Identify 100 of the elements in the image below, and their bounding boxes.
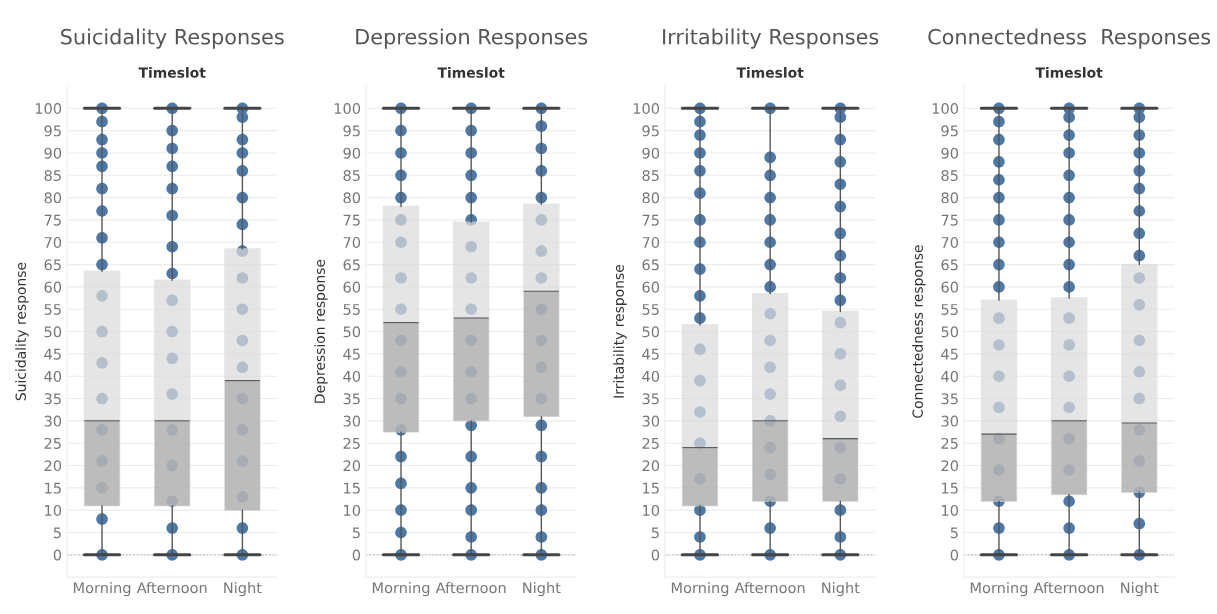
y-tick-label: 95 (941, 125, 958, 137)
chart-title: Irritability Responses (663, 28, 879, 49)
y-tick-label: 15 (942, 482, 958, 494)
y-tick-label: 10 (942, 504, 959, 516)
x-tick-label: Morning (73, 582, 131, 597)
y-tick-label: 55 (941, 304, 958, 315)
y-tick-label: 75 (642, 214, 659, 226)
y-axis-title: Suicidality response (15, 262, 29, 401)
chart-title: Depression Responses (356, 28, 588, 49)
y-tick-label: 80 (642, 192, 660, 204)
y-tick-label: 35 (44, 393, 61, 405)
y-tick-label: 90 (343, 147, 361, 159)
y-tick-label: 40 (44, 370, 62, 382)
y-tick-label: 15 (344, 482, 360, 494)
y-tick-label: 100 (35, 103, 62, 115)
x-axis-title: Timeslot (1035, 67, 1103, 78)
y-tick-label: 55 (642, 304, 659, 315)
y-tick-label: 15 (45, 482, 61, 494)
y-tick-label: 40 (941, 370, 959, 382)
y-tick-label: 30 (44, 415, 62, 427)
y-tick-label: 50 (941, 326, 959, 338)
y-tick-label: 85 (44, 169, 61, 182)
y-tick-label: 30 (343, 415, 361, 427)
y-tick-label: 5 (950, 527, 958, 539)
y-tick-label: 100 (633, 103, 660, 115)
x-tick-label: Afternoon (734, 582, 805, 594)
y-tick-label: 20 (44, 460, 62, 472)
y-tick-label: 0 (53, 549, 62, 561)
x-tick-label: Afternoon (435, 582, 506, 594)
y-tick-label: 25 (343, 437, 360, 449)
y-tick-label: 50 (343, 326, 361, 338)
y-tick-label: 65 (343, 259, 360, 271)
y-tick-label: 20 (343, 460, 361, 472)
y-tick-label: 50 (44, 326, 62, 338)
y-tick-label: 30 (941, 415, 959, 427)
y-tick-label: 45 (44, 348, 61, 360)
y-tick-label: 85 (343, 169, 360, 182)
y-tick-label: 85 (642, 169, 659, 182)
x-tick-label: Afternoon (1033, 582, 1104, 594)
y-tick-label: 70 (44, 236, 62, 248)
x-tick-label: Night (224, 582, 262, 597)
y-tick-label: 80 (44, 192, 62, 204)
x-tick-label: Afternoon (136, 582, 207, 594)
y-tick-label: 65 (44, 259, 61, 271)
y-tick-label: 10 (643, 504, 660, 516)
x-tick-label: Night (1121, 582, 1159, 597)
chart-title: Suicidality Responses (61, 28, 284, 49)
x-tick-label: Night (523, 582, 561, 597)
y-axis-title: Irritability response (613, 264, 627, 398)
y-tick-label: 65 (642, 259, 659, 271)
y-tick-label: 60 (343, 281, 361, 293)
y-tick-label: 35 (343, 393, 360, 405)
y-tick-label: 95 (44, 125, 61, 137)
x-tick-label: Morning (970, 582, 1028, 597)
y-tick-label: 5 (651, 527, 659, 539)
y-tick-label: 35 (941, 393, 958, 405)
y-tick-label: 20 (941, 460, 959, 472)
x-tick-label: Morning (671, 582, 729, 597)
y-axis-title: Depression response (314, 259, 328, 403)
x-axis-title: Timeslot (138, 67, 206, 78)
y-tick-label: 45 (642, 348, 659, 360)
chart-title: Connectedness Responses (928, 28, 1211, 49)
y-tick-label: 70 (642, 236, 660, 248)
y-tick-label: 0 (352, 549, 361, 561)
y-tick-label: 5 (352, 527, 360, 539)
y-tick-label: 10 (45, 504, 62, 516)
x-tick-label: Night (822, 582, 860, 597)
y-tick-label: 50 (642, 326, 660, 338)
y-tick-label: 65 (941, 259, 958, 271)
y-tick-label: 5 (53, 527, 61, 539)
y-tick-label: 60 (642, 281, 660, 293)
y-axis-title: Connectedness response (912, 245, 926, 418)
y-tick-label: 95 (642, 125, 659, 137)
y-tick-label: 35 (642, 393, 659, 405)
y-tick-label: 0 (950, 549, 959, 561)
y-tick-label: 25 (642, 437, 659, 449)
y-tick-label: 75 (343, 214, 360, 226)
y-tick-label: 40 (642, 370, 660, 382)
y-tick-label: 60 (44, 281, 62, 293)
y-tick-label: 90 (44, 147, 62, 159)
y-tick-label: 60 (941, 281, 959, 293)
y-tick-label: 25 (941, 437, 958, 449)
y-tick-label: 70 (343, 236, 361, 248)
y-tick-label: 30 (642, 415, 660, 427)
y-tick-label: 80 (941, 192, 959, 204)
y-tick-label: 25 (44, 437, 61, 449)
y-tick-label: 95 (343, 125, 360, 137)
y-tick-label: 15 (643, 482, 659, 494)
y-tick-label: 100 (334, 103, 361, 115)
y-tick-label: 75 (44, 214, 61, 226)
x-tick-label: Morning (372, 582, 430, 597)
y-tick-label: 45 (343, 348, 360, 360)
x-axis-title: Timeslot (736, 67, 804, 78)
y-tick-label: 90 (642, 147, 660, 159)
y-tick-label: 0 (651, 549, 660, 561)
y-tick-label: 40 (343, 370, 361, 382)
y-tick-label: 20 (642, 460, 660, 472)
y-tick-label: 100 (932, 103, 959, 115)
y-tick-label: 45 (941, 348, 958, 360)
y-tick-label: 90 (941, 147, 959, 159)
